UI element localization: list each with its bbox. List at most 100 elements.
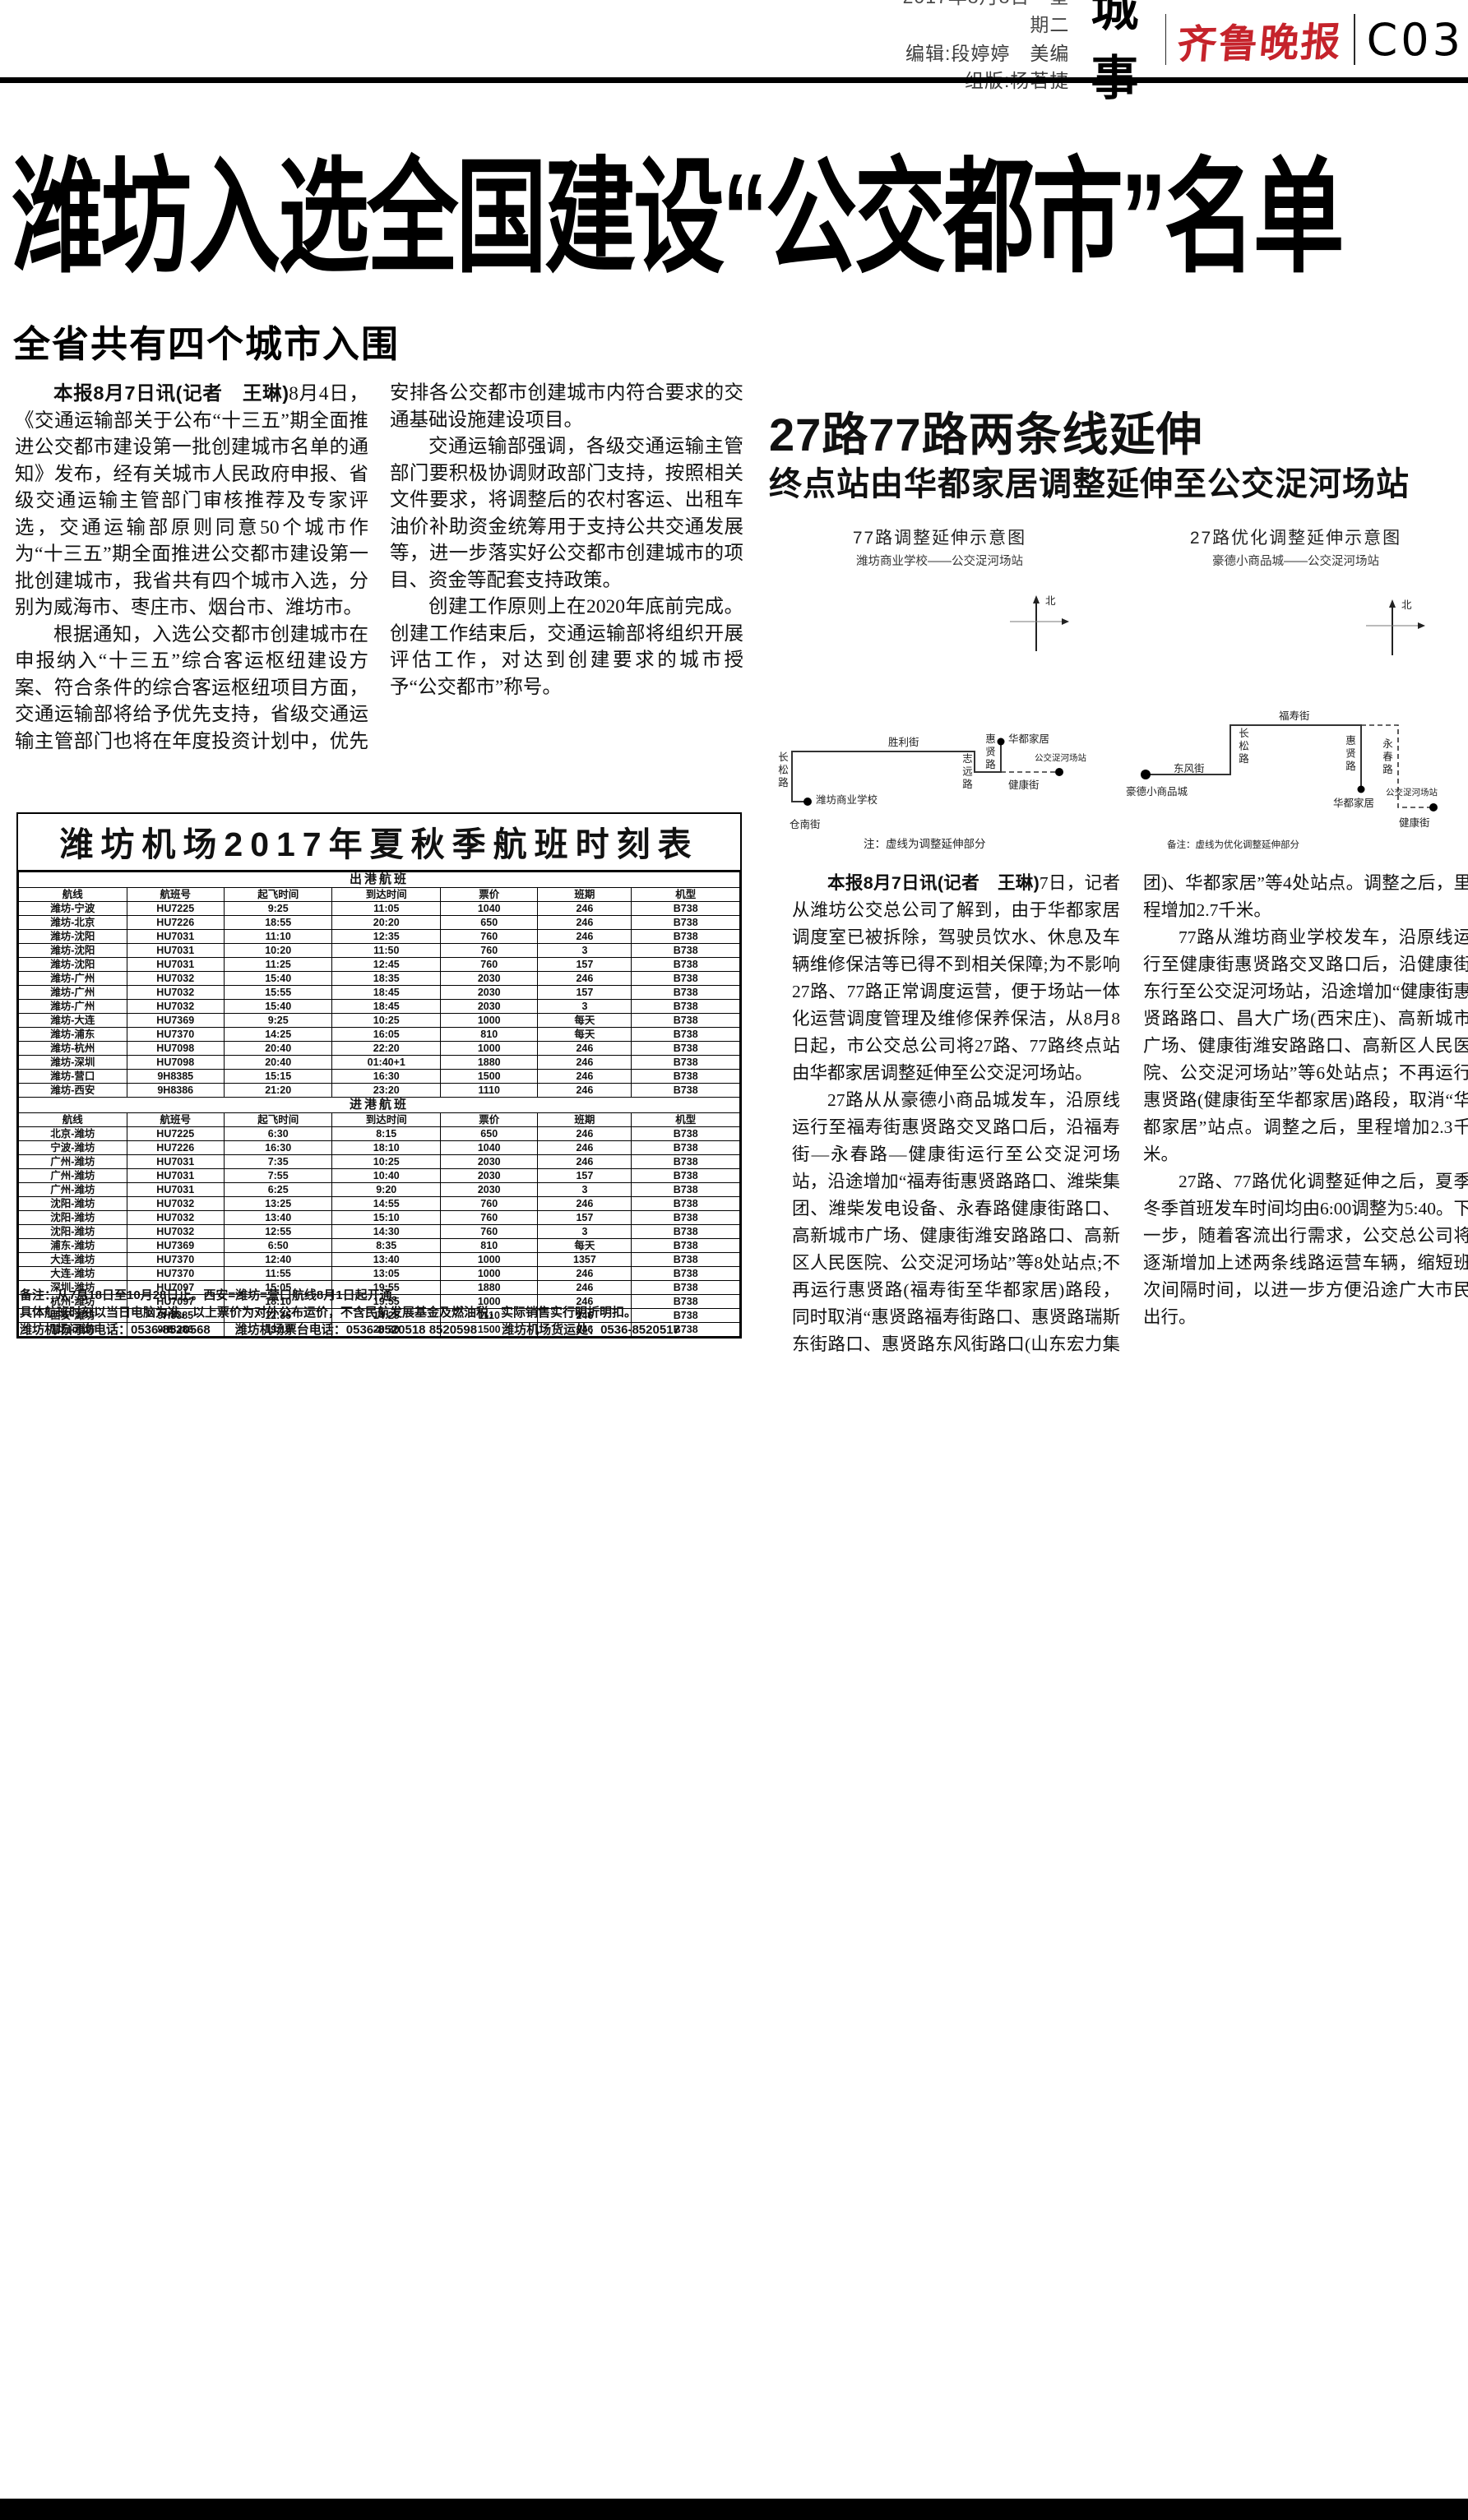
flight-table-notes: 备注：从7月18日至10月28日止。西安=潍坊=营口航线8月1日起开通。 具体航班… xyxy=(20,1287,743,1339)
table-cell: 潍坊-浦东 xyxy=(18,1027,127,1042)
table-cell: 6:30 xyxy=(223,1126,333,1141)
table-cell: 广州-潍坊 xyxy=(18,1154,127,1169)
table-section-row: 进港航班 xyxy=(18,1097,740,1113)
table-cell: HU7370 xyxy=(126,1027,225,1042)
table-cell: 246 xyxy=(537,915,632,930)
table-row: 北京-潍坊 HU7225 6:30 8:15 650 246 B738 xyxy=(18,1126,740,1141)
byline-lead: 本报8月7日讯(记者 王琳) xyxy=(827,873,1040,893)
table-cell: HU7369 xyxy=(126,1013,225,1028)
table-cell: 13:25 xyxy=(223,1196,333,1211)
table-row: 潍坊-西安 9H8386 21:20 23:20 1110 246 B738 xyxy=(18,1083,740,1098)
street-label: 惠贤路 xyxy=(984,733,995,772)
article-paragraph: 27路从从豪德小商品城发车，沿原线运行至福寿街惠贤路交叉路口后，沿福寿街—永春路… xyxy=(792,873,1468,1354)
table-cell: HU7032 xyxy=(126,1224,225,1239)
table-cell: HU7032 xyxy=(126,999,225,1014)
table-cell: 650 xyxy=(440,1126,539,1141)
table-cell: 21:20 xyxy=(223,1083,333,1098)
table-cell: 6:25 xyxy=(223,1182,333,1197)
date-line: 2017年8月8日 星期二 xyxy=(903,0,1070,35)
table-cell: 11:10 xyxy=(223,929,333,944)
table-row: 潍坊-广州 HU7032 15:40 18:45 2030 3 B738 xyxy=(18,999,740,1014)
table-cell: 沈阳-潍坊 xyxy=(18,1210,127,1225)
table-cell: 2030 xyxy=(440,1182,539,1197)
table-header-cell: 航班号 xyxy=(126,887,225,902)
table-cell: 760 xyxy=(440,943,539,958)
masthead-divider xyxy=(1165,14,1167,65)
table-cell: HU7226 xyxy=(126,915,225,930)
table-row: 潍坊-沈阳 HU7031 10:20 11:50 760 3 B738 xyxy=(18,943,740,958)
table-cell: 11:50 xyxy=(331,943,442,958)
table-cell: HU7370 xyxy=(126,1252,225,1267)
table-cell: 广州-潍坊 xyxy=(18,1168,127,1183)
table-cell: HU7098 xyxy=(126,1055,225,1070)
table-cell: 20:40 xyxy=(223,1041,333,1056)
street-label: 志远路 xyxy=(961,753,972,792)
table-cell: 760 xyxy=(440,1210,539,1225)
table-cell: HU7031 xyxy=(126,957,225,972)
table-cell: 7:35 xyxy=(223,1154,333,1169)
table-cell: 6:50 xyxy=(223,1238,333,1253)
table-cell: 12:55 xyxy=(223,1224,333,1239)
table-cell: 沈阳-潍坊 xyxy=(18,1196,127,1211)
compass-north-label: 北 xyxy=(1045,595,1056,607)
stop-label: 华都家居 xyxy=(1008,733,1050,745)
table-section-label: 进港航班 xyxy=(18,1097,740,1113)
table-cell: B738 xyxy=(631,1069,740,1084)
table-cell: B738 xyxy=(631,1027,740,1042)
table-cell: B738 xyxy=(631,1196,740,1211)
table-cell: 潍坊-广州 xyxy=(18,985,127,1000)
table-cell: 18:55 xyxy=(223,915,333,930)
table-cell: 760 xyxy=(440,957,539,972)
table-cell: 1110 xyxy=(440,1083,539,1098)
table-cell: 18:10 xyxy=(331,1140,442,1155)
table-cell: 22:20 xyxy=(331,1041,442,1056)
table-header-cell: 航班号 xyxy=(126,1112,225,1127)
page-footer-rule xyxy=(0,2499,1468,2520)
table-cell: HU7097 xyxy=(126,1280,225,1295)
table-cell: 1357 xyxy=(537,1252,632,1267)
table-row: 潍坊-宁波 HU7225 9:25 11:05 1040 246 B738 xyxy=(18,901,740,916)
table-cell: 8:35 xyxy=(331,1238,442,1253)
table-cell: 246 xyxy=(537,901,632,916)
table-cell: 157 xyxy=(537,957,632,972)
table-cell: B738 xyxy=(631,1224,740,1239)
table-row: 潍坊-浦东 HU7370 14:25 16:05 810 每天 B738 xyxy=(18,1027,740,1042)
table-cell: 2030 xyxy=(440,1168,539,1183)
route-diagram-27: 27路优化调整延伸示意图 豪德小商品城——公交浞河场站 北 东风 xyxy=(1121,521,1468,854)
table-row: 潍坊-营口 9H8385 15:15 16:30 1500 246 B738 xyxy=(18,1069,740,1084)
table-cell: HU7031 xyxy=(126,943,225,958)
table-cell: B738 xyxy=(631,901,740,916)
table-cell: 2030 xyxy=(440,1154,539,1169)
table-cell: 246 xyxy=(537,1041,632,1056)
table-cell: HU7032 xyxy=(126,985,225,1000)
table-cell: 12:35 xyxy=(331,929,442,944)
editor-line: 编辑:段婷婷 美编 组版:杨茗捷 xyxy=(905,43,1088,91)
article-paragraph: 27路、77路优化调整延伸之后，夏季冬季首班发车时间均由6:00调整为5:40。… xyxy=(1143,1172,1468,1327)
table-cell: B738 xyxy=(631,1126,740,1141)
table-cell: B738 xyxy=(631,1182,740,1197)
street-label: 永春路 xyxy=(1381,738,1392,777)
stop-label: 公交浞河场站 xyxy=(1035,753,1086,763)
main-subheadline: 全省共有四个城市入围 xyxy=(13,323,401,365)
table-cell: 北京-潍坊 xyxy=(18,1126,127,1141)
diagram-note: 备注：虚线为优化调整延伸部分 xyxy=(1167,840,1299,850)
street-label: 健康街 xyxy=(1008,779,1040,791)
table-cell: B738 xyxy=(631,1168,740,1183)
stop-label: 华都家居 xyxy=(1333,798,1375,809)
table-cell: 潍坊-西安 xyxy=(18,1083,127,1098)
table-cell: 14:25 xyxy=(223,1027,333,1042)
table-cell: B738 xyxy=(631,1013,740,1028)
table-cell: 9H8386 xyxy=(126,1322,225,1337)
newspaper-logo: 齐鲁晚报 xyxy=(1175,19,1345,68)
route-map-27 xyxy=(1141,599,1438,811)
table-cell: 246 xyxy=(537,929,632,944)
table-cell: B738 xyxy=(631,999,740,1014)
table-cell: 7:55 xyxy=(223,1168,333,1183)
table-cell: 01:40+1 xyxy=(331,1055,442,1070)
table-cell: B738 xyxy=(631,1266,740,1281)
table-cell: 246 xyxy=(537,1140,632,1155)
table-cell: B738 xyxy=(631,1210,740,1225)
table-header-row: 航线 航班号 起飞时间 到达时间 票价 班期 机型 xyxy=(18,1112,740,1127)
table-cell: 1880 xyxy=(440,1055,539,1070)
table-row: 沈阳-潍坊 HU7032 13:40 15:10 760 157 B738 xyxy=(18,1210,740,1225)
